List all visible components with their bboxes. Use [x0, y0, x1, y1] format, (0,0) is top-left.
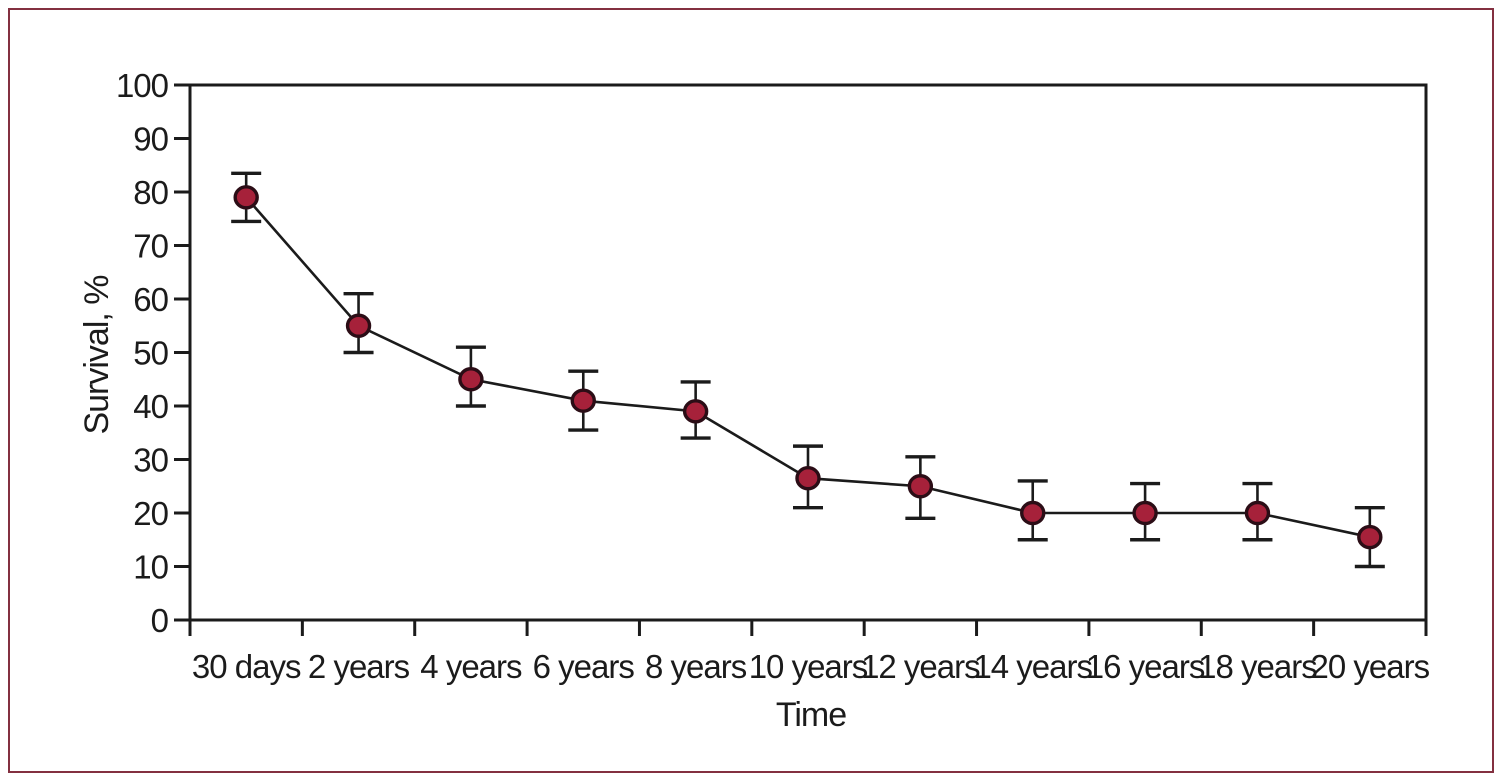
y-tick-label: 10: [133, 549, 168, 586]
data-point-marker: [1020, 500, 1046, 526]
y-axis-title: Survival, %: [78, 275, 116, 435]
y-tick-label: 0: [151, 602, 169, 639]
y-tick-label: 40: [133, 388, 168, 425]
data-point-marker: [345, 313, 372, 338]
data-point-marker: [1357, 524, 1383, 550]
x-category-label: 12 years: [861, 648, 980, 685]
survival-line-chart: 0 10 20 30 40 50 60 70 80 90 100 30 days 2 years 4 ye…: [78, 67, 1431, 734]
data-point-marker: [1244, 500, 1271, 526]
data-point-marker: [570, 388, 596, 413]
y-tick-label: 20: [133, 495, 168, 532]
x-category-label: 18 years: [1198, 648, 1317, 685]
x-category-label: 10 years: [749, 648, 868, 685]
x-category-label: 4 years: [420, 648, 522, 685]
y-tick-label: 50: [133, 335, 168, 372]
x-category-label: 6 years: [533, 648, 635, 685]
data-point-marker: [907, 474, 934, 499]
figure-frame: 0 10 20 30 40 50 60 70 80 90 100 30 days 2 years 4 ye…: [8, 8, 1494, 773]
x-category-label: 30 days: [192, 648, 301, 685]
chart-generated-layer: 0 10 20 30 40 50 60 70 80 90 100 30 days 2 years 4 ye…: [116, 67, 1431, 685]
y-tick-label: 100: [116, 67, 169, 104]
y-tick-label: 80: [133, 174, 168, 211]
y-tick-label: 90: [133, 121, 168, 158]
x-category-label: 14 years: [973, 648, 1092, 685]
x-category-label: 20 years: [1311, 648, 1430, 685]
data-point-marker: [795, 466, 821, 491]
data-point-marker: [233, 185, 259, 210]
data-point-marker: [1132, 500, 1158, 526]
data-point-marker: [458, 367, 484, 392]
x-axis-title: Time: [776, 696, 846, 734]
x-category-label: 16 years: [1086, 648, 1205, 685]
y-tick-label: 30: [133, 442, 168, 479]
y-tick-label: 60: [133, 281, 168, 318]
x-category-label: 8 years: [645, 648, 747, 685]
plot-frame: [188, 83, 1428, 622]
y-tick-label: 70: [133, 228, 168, 265]
data-point-marker: [682, 399, 709, 424]
x-category-label: 2 years: [308, 648, 410, 685]
